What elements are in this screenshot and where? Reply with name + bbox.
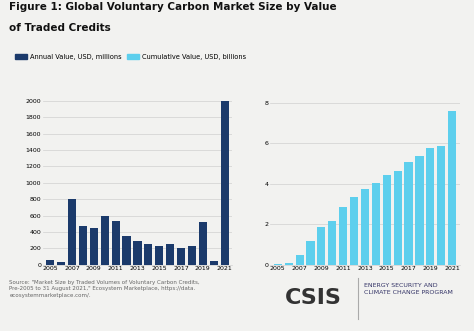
Bar — [68, 199, 76, 265]
Bar — [220, 101, 229, 265]
Bar — [415, 157, 424, 265]
Bar — [306, 241, 315, 265]
Bar — [317, 227, 326, 265]
Bar — [57, 262, 65, 265]
Bar — [199, 222, 207, 265]
Bar — [284, 263, 293, 265]
Bar — [372, 183, 380, 265]
Bar — [426, 148, 435, 265]
Bar — [144, 244, 153, 265]
Bar — [437, 146, 446, 265]
Text: of Traded Credits: of Traded Credits — [9, 23, 111, 33]
Bar — [273, 264, 282, 265]
Bar — [46, 260, 55, 265]
Text: Source: "Market Size by Traded Volumes of Voluntary Carbon Credits,
Pre-2005 to : Source: "Market Size by Traded Volumes o… — [9, 280, 200, 298]
Text: CSIS: CSIS — [284, 288, 341, 308]
Bar — [393, 171, 402, 265]
Bar — [339, 207, 347, 265]
Bar — [122, 236, 131, 265]
Bar — [383, 175, 391, 265]
Bar — [328, 221, 337, 265]
Bar — [133, 241, 142, 265]
Bar — [188, 246, 196, 265]
Bar — [79, 226, 87, 265]
Bar — [448, 111, 456, 265]
Bar — [100, 216, 109, 265]
Bar — [361, 189, 369, 265]
Bar — [166, 244, 174, 265]
Text: Figure 1: Global Voluntary Carbon Market Size by Value: Figure 1: Global Voluntary Carbon Market… — [9, 2, 337, 12]
Bar — [177, 248, 185, 265]
Bar — [404, 162, 413, 265]
Text: ENERGY SECURITY AND
CLIMATE CHANGE PROGRAM: ENERGY SECURITY AND CLIMATE CHANGE PROGR… — [364, 283, 453, 295]
Bar — [90, 228, 98, 265]
Bar — [295, 255, 304, 265]
Bar — [155, 246, 164, 265]
Bar — [350, 197, 358, 265]
Bar — [111, 221, 120, 265]
Legend: Annual Value, USD, millions, Cumulative Value, USD, billions: Annual Value, USD, millions, Cumulative … — [13, 51, 248, 63]
Bar — [210, 261, 218, 265]
